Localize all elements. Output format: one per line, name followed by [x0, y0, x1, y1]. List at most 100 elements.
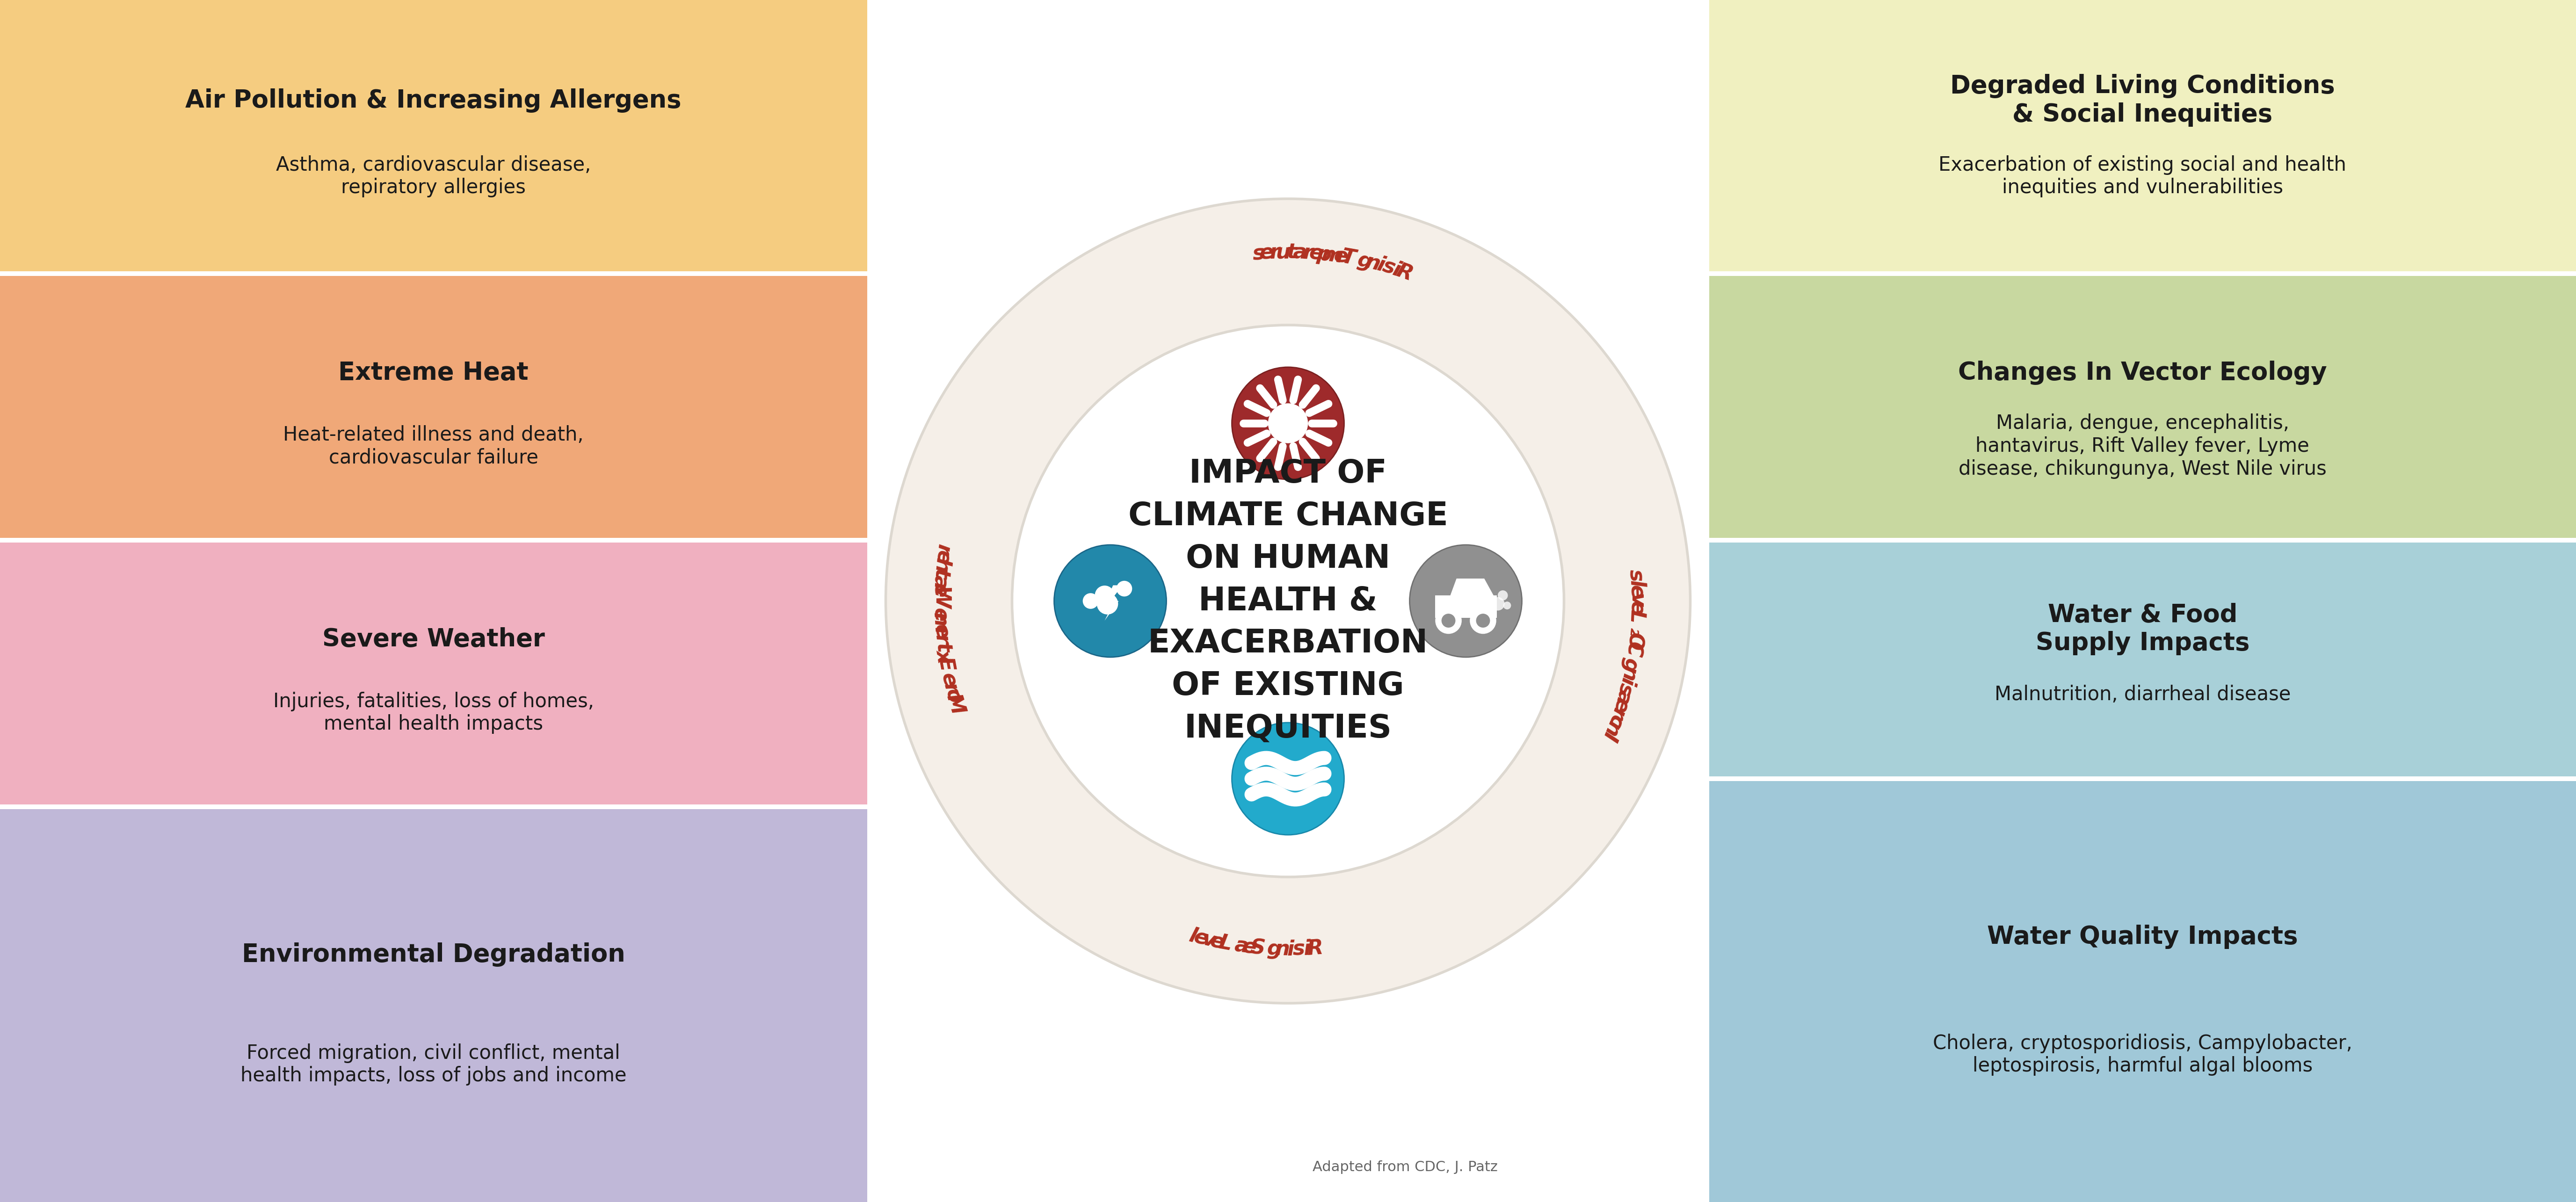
- Circle shape: [1473, 611, 1494, 631]
- Text: o: o: [940, 686, 963, 706]
- Text: Malnutrition, diarrheal disease: Malnutrition, diarrheal disease: [1994, 685, 2290, 704]
- Text: g: g: [1267, 939, 1283, 959]
- Text: E: E: [935, 655, 956, 673]
- Text: T: T: [1340, 246, 1358, 269]
- Text: e: e: [930, 624, 951, 639]
- Text: i: i: [1303, 939, 1311, 959]
- Text: g: g: [1355, 250, 1376, 273]
- Text: S: S: [1249, 938, 1265, 959]
- Text: x: x: [933, 648, 956, 664]
- Text: s: s: [1293, 939, 1306, 959]
- Text: Heat-related illness and death,
cardiovascular failure: Heat-related illness and death, cardiova…: [283, 426, 585, 468]
- Text: e: e: [1625, 601, 1646, 615]
- Polygon shape: [1105, 585, 1123, 620]
- Circle shape: [1497, 590, 1507, 601]
- Text: l: l: [1188, 926, 1198, 947]
- Polygon shape: [1450, 578, 1494, 595]
- Circle shape: [1504, 601, 1512, 609]
- Text: v: v: [1200, 929, 1218, 952]
- Text: t: t: [933, 642, 953, 654]
- Text: R: R: [1306, 938, 1324, 959]
- Text: e: e: [1610, 696, 1633, 715]
- Text: s: s: [1613, 682, 1636, 698]
- Text: a: a: [1293, 243, 1306, 263]
- Circle shape: [1409, 545, 1522, 657]
- Bar: [1708, 0, 2576, 272]
- Text: Extreme Heat: Extreme Heat: [337, 361, 528, 385]
- Text: Degraded Living Conditions
& Social Inequities: Degraded Living Conditions & Social Ineq…: [1950, 75, 2334, 126]
- Text: W: W: [930, 587, 951, 611]
- Text: c: c: [1605, 712, 1625, 731]
- Text: s: s: [1252, 243, 1265, 264]
- Text: e: e: [1260, 243, 1275, 263]
- Text: p: p: [1316, 244, 1332, 266]
- Text: Severe Weather: Severe Weather: [322, 627, 544, 651]
- Bar: [0, 809, 868, 1202]
- Text: e: e: [930, 607, 951, 623]
- Text: s: s: [1625, 569, 1646, 582]
- Text: I: I: [1597, 728, 1620, 744]
- Text: i: i: [1288, 939, 1293, 959]
- Text: Changes In Vector Ecology: Changes In Vector Ecology: [1958, 361, 2326, 385]
- Text: r: r: [1607, 706, 1628, 721]
- Circle shape: [1267, 404, 1309, 442]
- Text: t: t: [930, 569, 951, 579]
- Text: M: M: [943, 691, 969, 716]
- Text: m: m: [1321, 244, 1345, 267]
- Text: r: r: [1301, 243, 1314, 263]
- Bar: [1708, 542, 2576, 776]
- Text: C: C: [1623, 641, 1643, 659]
- Text: a: a: [1610, 688, 1633, 707]
- Circle shape: [1095, 585, 1115, 606]
- Text: Cholera, cryptosporidiosis, Campylobacter,
leptospirosis, harmful algal blooms: Cholera, cryptosporidiosis, Campylobacte…: [1932, 1034, 2352, 1076]
- Text: v: v: [1625, 594, 1646, 607]
- Text: n: n: [1600, 718, 1625, 739]
- Bar: [1708, 276, 2576, 537]
- Text: h: h: [930, 558, 953, 575]
- Text: n: n: [1363, 251, 1383, 274]
- Text: R: R: [1394, 261, 1414, 285]
- Circle shape: [1082, 593, 1097, 609]
- Circle shape: [1115, 581, 1131, 596]
- Circle shape: [1492, 597, 1504, 611]
- Bar: [0, 542, 868, 804]
- Text: ₂: ₂: [1625, 627, 1646, 638]
- Text: a: a: [930, 575, 951, 589]
- Text: e: e: [1625, 584, 1646, 599]
- Text: Environmental Degradation: Environmental Degradation: [242, 942, 626, 966]
- Text: m: m: [930, 612, 951, 635]
- Circle shape: [886, 198, 1690, 1004]
- Circle shape: [1012, 325, 1564, 877]
- Text: a: a: [1234, 935, 1249, 957]
- Text: r: r: [1270, 243, 1280, 263]
- Text: Asthma, cardiovascular disease,
repiratory allergies: Asthma, cardiovascular disease, repirato…: [276, 155, 590, 197]
- Text: n: n: [1275, 939, 1291, 959]
- Text: Forced migration, civil conflict, mental
health impacts, loss of jobs and income: Forced migration, civil conflict, mental…: [240, 1043, 626, 1085]
- Circle shape: [1097, 593, 1118, 614]
- Text: t: t: [1285, 243, 1296, 263]
- Circle shape: [1231, 722, 1345, 835]
- Text: Water Quality Impacts: Water Quality Impacts: [1986, 924, 2298, 948]
- Text: L: L: [1625, 609, 1646, 624]
- Text: r: r: [930, 633, 953, 645]
- Bar: [1708, 781, 2576, 1202]
- Text: l: l: [1625, 579, 1646, 588]
- Text: Air Pollution & Increasing Allergens: Air Pollution & Increasing Allergens: [185, 88, 683, 113]
- Text: e: e: [1208, 930, 1226, 953]
- Text: s: s: [1381, 256, 1399, 279]
- Text: u: u: [1275, 243, 1291, 263]
- Bar: [0, 276, 868, 537]
- Text: i: i: [1615, 676, 1638, 688]
- Circle shape: [1437, 611, 1458, 631]
- Text: e: e: [933, 549, 953, 566]
- Text: Water & Food
Supply Impacts: Water & Food Supply Impacts: [2035, 603, 2249, 655]
- Text: Injuries, fatalities, loss of homes,
mental health impacts: Injuries, fatalities, loss of homes, men…: [273, 691, 595, 734]
- Text: g: g: [1620, 656, 1641, 674]
- Text: Exacerbation of existing social and health
inequities and vulnerabilities: Exacerbation of existing social and heal…: [1940, 155, 2347, 197]
- Text: Adapted from CDC, J. Patz: Adapted from CDC, J. Patz: [1311, 1160, 1497, 1174]
- Text: e: e: [1309, 243, 1324, 264]
- Text: Malaria, dengue, encephalitis,
hantavirus, Rift Valley fever, Lyme
disease, chik: Malaria, dengue, encephalitis, hantaviru…: [1958, 413, 2326, 478]
- Text: r: r: [933, 542, 953, 555]
- Bar: [1435, 595, 1497, 618]
- Text: O: O: [1623, 631, 1646, 651]
